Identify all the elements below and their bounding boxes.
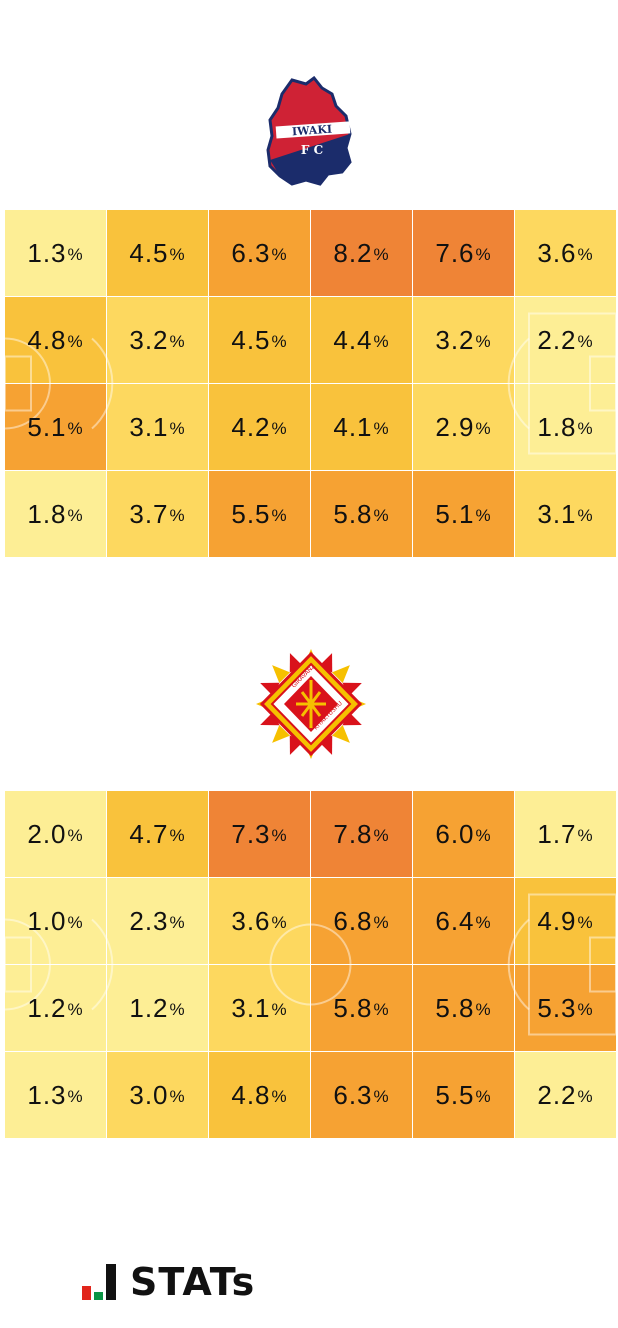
heatmap-cell xyxy=(413,1052,514,1138)
heatmap-cell xyxy=(209,384,310,470)
team-logo-giravanz: GIRAVANZ KITAKYUSHU xyxy=(256,648,366,760)
heatmap-cell xyxy=(107,471,208,557)
heatmap-cell xyxy=(515,1052,616,1138)
heatmap-cell xyxy=(515,791,616,877)
heatmap-cell xyxy=(413,384,514,470)
heatmap-cell xyxy=(209,297,310,383)
heatmap-cell xyxy=(5,791,106,877)
heatmap-cell xyxy=(107,384,208,470)
heatmap-cell xyxy=(209,471,310,557)
heatmap-cell xyxy=(5,297,106,383)
heatmap-cell xyxy=(209,791,310,877)
heatmap-cell xyxy=(5,384,106,470)
heatmap-cell xyxy=(515,965,616,1051)
stats-brand: STATs xyxy=(82,1260,256,1304)
iwaki-fc-crest-icon: IWAKI F C xyxy=(266,75,352,186)
heatmap-cell xyxy=(311,384,412,470)
heatmap-cell xyxy=(209,210,310,296)
heatmap-cell xyxy=(5,1052,106,1138)
heatmap-cell xyxy=(5,965,106,1051)
heatmap-cell xyxy=(311,791,412,877)
heatmap-cell xyxy=(107,1052,208,1138)
team-logo-iwaki: IWAKI F C xyxy=(262,75,356,188)
heatmap-cell xyxy=(311,965,412,1051)
heatmap-grid xyxy=(5,791,616,1138)
heatmap-cell xyxy=(311,297,412,383)
pitch-markings xyxy=(5,893,616,1036)
heatmap-cell xyxy=(209,1052,310,1138)
heatmap-cell xyxy=(413,471,514,557)
heatmap-cell xyxy=(413,297,514,383)
giravanz-kitakyushu-crest-icon: GIRAVANZ KITAKYUSHU xyxy=(256,649,366,759)
heatmap-cell xyxy=(107,965,208,1051)
stats-brand-text: STATs xyxy=(130,1260,256,1304)
heatmap-cell xyxy=(311,471,412,557)
heatmap-giravanz: 2.0% 4.7% 7.3% 7.8% 6.0% 1.7% 1.0% 2.3% 3.6% 6.8%… xyxy=(5,791,616,1143)
stats-logo-bars-icon xyxy=(82,1264,116,1300)
heatmap-cell xyxy=(413,878,514,964)
svg-text:F C: F C xyxy=(301,143,323,157)
heatmap-cell xyxy=(311,1052,412,1138)
heatmap-iwaki: 1.3% 4.5% 6.3% 8.2% 7.6% 3.6% 4.8% 3.2% 4.5% 4.4%… xyxy=(5,210,616,562)
heatmap-cell xyxy=(515,878,616,964)
heatmap-cell xyxy=(515,297,616,383)
heatmap-cell xyxy=(5,878,106,964)
heatmap-cell xyxy=(5,471,106,557)
heatmap-cell xyxy=(209,878,310,964)
svg-text:IWAKI: IWAKI xyxy=(292,123,333,139)
heatmap-cell xyxy=(209,965,310,1051)
heatmap-cell xyxy=(515,471,616,557)
heatmap-cell xyxy=(311,210,412,296)
heatmap-grid xyxy=(5,210,616,557)
heatmap-cell xyxy=(107,878,208,964)
heatmap-cell xyxy=(515,210,616,296)
heatmap-cell xyxy=(311,878,412,964)
heatmap-cell xyxy=(107,210,208,296)
heatmap-cell xyxy=(107,791,208,877)
pitch-markings xyxy=(5,312,616,455)
heatmap-cell xyxy=(515,384,616,470)
heatmap-cell xyxy=(413,791,514,877)
heatmap-cell xyxy=(5,210,106,296)
heatmap-cell xyxy=(413,965,514,1051)
heatmap-cell xyxy=(413,210,514,296)
heatmap-cell xyxy=(107,297,208,383)
